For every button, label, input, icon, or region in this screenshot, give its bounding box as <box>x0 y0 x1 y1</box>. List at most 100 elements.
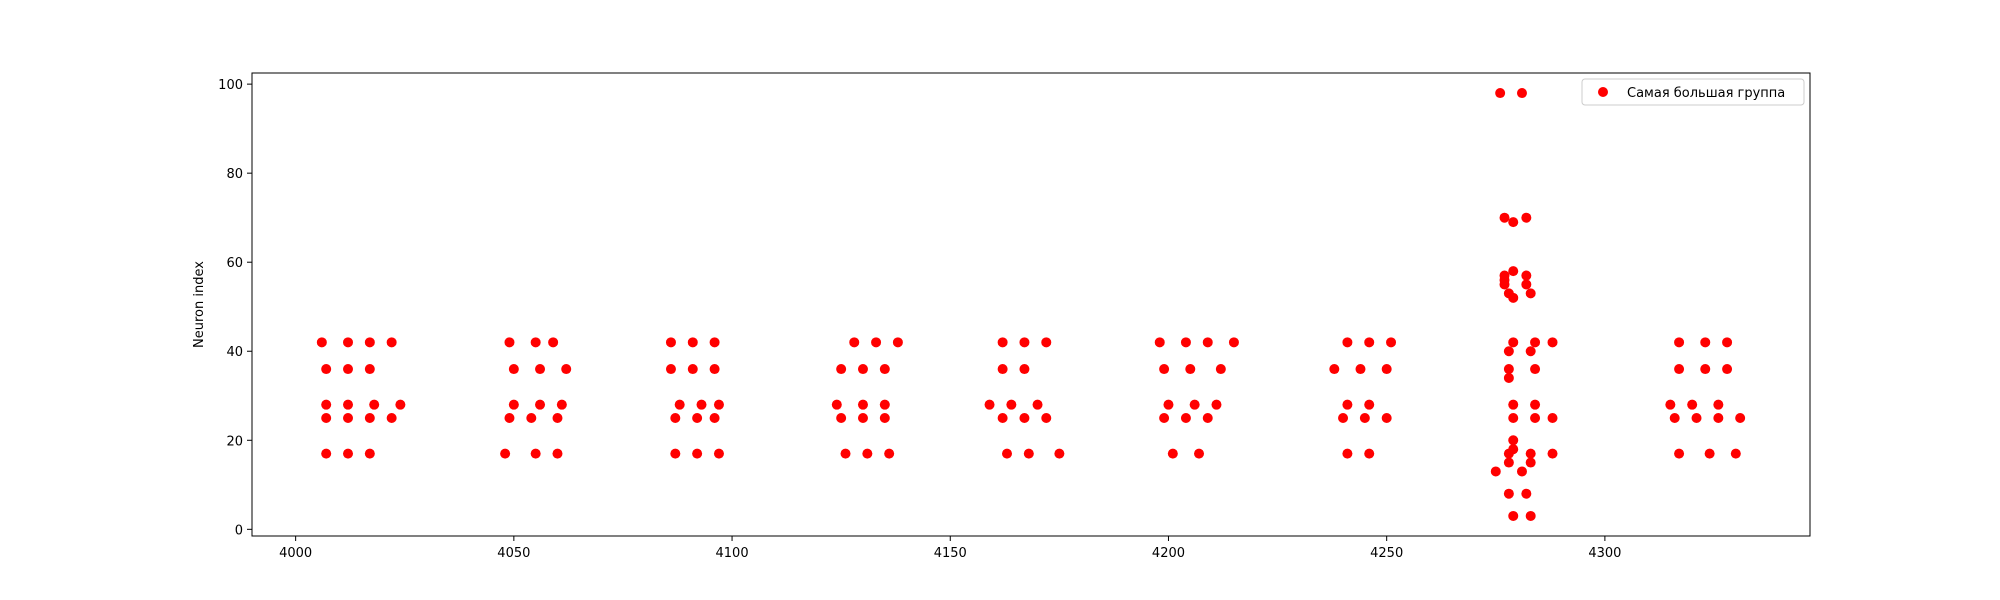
data-point <box>692 413 703 424</box>
data-point <box>1700 364 1711 375</box>
data-point <box>1202 337 1213 348</box>
data-point <box>504 413 515 424</box>
data-point <box>386 413 397 424</box>
data-point <box>369 399 380 410</box>
data-point <box>556 399 567 410</box>
data-point <box>1180 413 1191 424</box>
data-point <box>857 364 868 375</box>
data-point <box>1159 413 1170 424</box>
data-point <box>1355 364 1366 375</box>
data-point <box>1674 448 1685 459</box>
x-tick-label: 4000 <box>279 546 312 561</box>
data-point <box>364 337 375 348</box>
data-point <box>552 413 563 424</box>
data-point <box>1674 337 1685 348</box>
data-point <box>1503 364 1514 375</box>
data-point <box>1521 279 1532 290</box>
data-point <box>1508 292 1519 303</box>
data-point <box>1359 413 1370 424</box>
data-point <box>343 399 354 410</box>
data-point <box>343 337 354 348</box>
data-point <box>1215 364 1226 375</box>
data-point <box>670 448 681 459</box>
data-point <box>1525 288 1536 299</box>
data-point <box>1713 399 1724 410</box>
data-point <box>1342 448 1353 459</box>
data-point <box>1503 372 1514 383</box>
data-point <box>1499 212 1510 223</box>
data-point <box>1167 448 1178 459</box>
data-point <box>535 364 546 375</box>
data-point <box>321 448 332 459</box>
x-tick-label: 4300 <box>1588 546 1621 561</box>
data-point <box>1700 337 1711 348</box>
legend-box <box>1581 78 1805 106</box>
data-point <box>1041 413 1052 424</box>
data-points <box>316 88 1746 521</box>
data-point <box>1211 399 1222 410</box>
data-point <box>364 413 375 424</box>
y-tick-label: 20 <box>226 434 243 449</box>
data-point <box>1202 413 1213 424</box>
data-point <box>1364 448 1375 459</box>
data-point <box>1503 488 1514 499</box>
data-point <box>1521 212 1532 223</box>
data-point <box>500 448 511 459</box>
data-point <box>709 337 720 348</box>
data-point <box>1687 399 1698 410</box>
data-point <box>1032 399 1043 410</box>
x-tick-label: 4050 <box>497 546 530 561</box>
data-point <box>1516 88 1527 99</box>
data-point <box>1503 346 1514 357</box>
data-point <box>1180 337 1191 348</box>
data-point <box>1023 448 1034 459</box>
data-point <box>530 337 541 348</box>
data-point <box>1006 399 1017 410</box>
data-point <box>1381 364 1392 375</box>
data-point <box>1665 399 1676 410</box>
data-point <box>321 399 332 410</box>
y-tick-label: 80 <box>226 167 243 182</box>
y-tick-label: 0 <box>235 523 243 538</box>
data-point <box>1525 457 1536 468</box>
data-point <box>1704 448 1715 459</box>
data-point <box>713 399 724 410</box>
data-point <box>504 337 515 348</box>
data-point <box>508 364 519 375</box>
x-tick-label: 4250 <box>1370 546 1403 561</box>
data-point <box>343 364 354 375</box>
data-point <box>530 448 541 459</box>
data-point <box>1381 413 1392 424</box>
data-point <box>1194 448 1205 459</box>
data-point <box>1516 466 1527 477</box>
data-point <box>1364 337 1375 348</box>
data-point <box>1154 337 1165 348</box>
data-point <box>879 413 890 424</box>
data-point <box>1525 510 1536 521</box>
data-point <box>1364 399 1375 410</box>
data-point <box>364 364 375 375</box>
data-point <box>1547 413 1558 424</box>
data-point <box>831 399 842 410</box>
data-point <box>1185 364 1196 375</box>
data-point <box>692 448 703 459</box>
data-point <box>687 337 698 348</box>
y-axis: 0 20 40 60 80 100 <box>218 78 252 538</box>
data-point <box>386 337 397 348</box>
data-point <box>1159 364 1170 375</box>
data-point <box>884 448 895 459</box>
data-point <box>1495 88 1506 99</box>
data-point <box>1521 488 1532 499</box>
y-axis-label: Neuron index <box>192 261 207 348</box>
data-point <box>1525 448 1536 459</box>
data-point <box>364 448 375 459</box>
data-point <box>1342 399 1353 410</box>
data-point <box>879 399 890 410</box>
legend: Самая большая группа <box>1581 78 1805 106</box>
data-point <box>840 448 851 459</box>
data-point <box>343 413 354 424</box>
data-point <box>1503 457 1514 468</box>
data-point <box>1730 448 1741 459</box>
data-point <box>1525 346 1536 357</box>
